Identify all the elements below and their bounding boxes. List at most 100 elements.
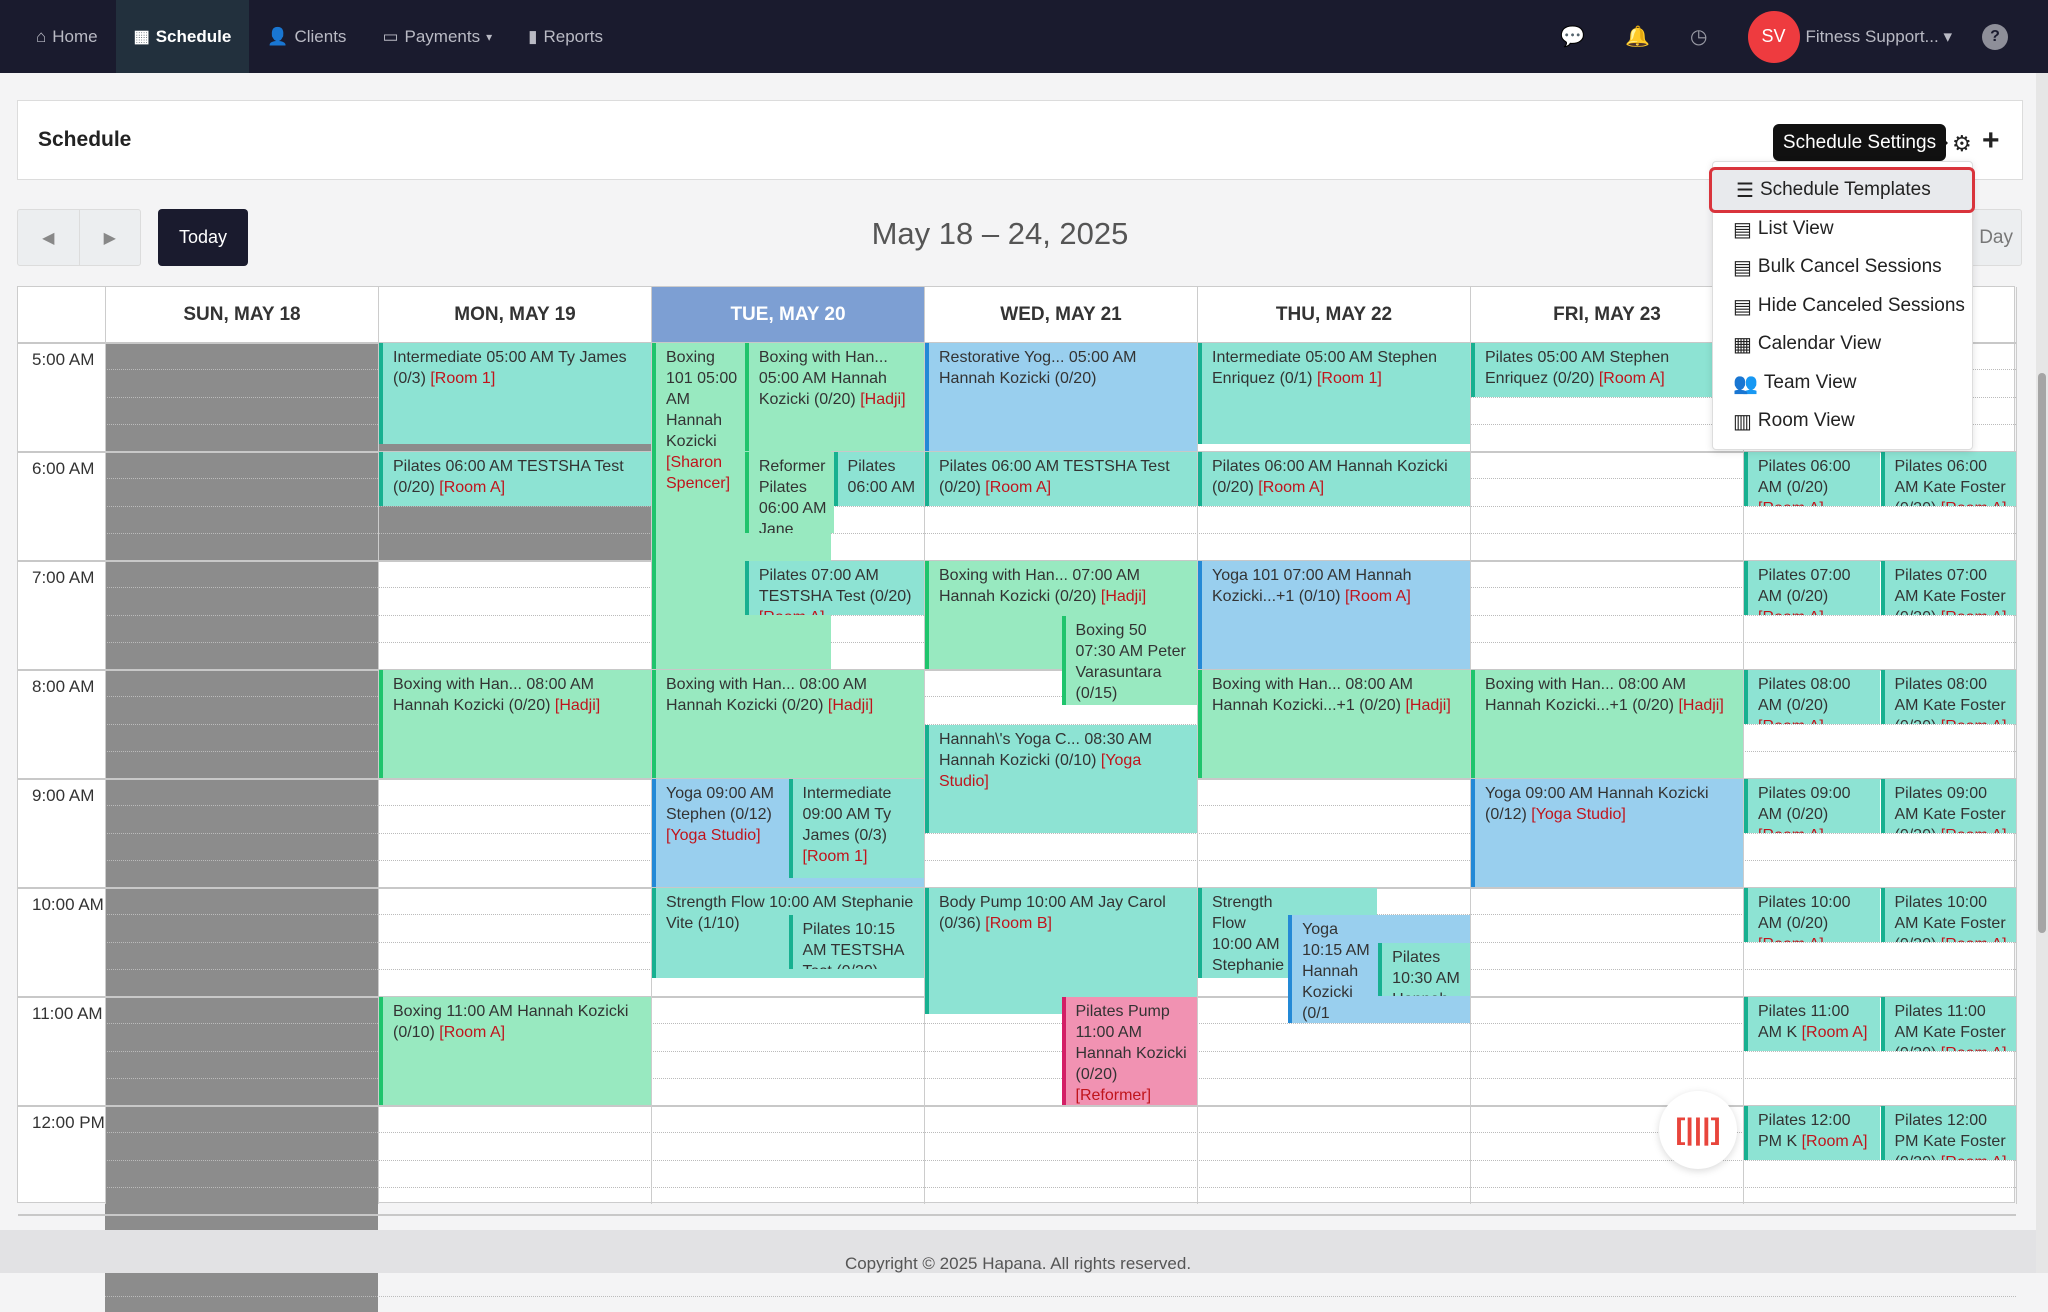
grid-line [18,669,2016,671]
session-text: Pilates 06:00 AM TESTSHA Test (0/20) [393,458,624,496]
schedule-settings-tooltip: Schedule Settings [1773,124,1948,161]
session-event[interactable]: Intermediate 09:00 AM Ty James (0/3) [Ro… [788,779,924,878]
session-event[interactable]: Yoga 101 07:00 AM Hannah Kozicki...+1 (0… [1198,561,1470,669]
nav-payments[interactable]: ▭ Payments ▾ [364,0,510,73]
session-event[interactable]: Boxing 50 07:30 AM Peter Varasuntara (0/… [1061,615,1197,706]
session-event[interactable]: Pilates 07:00 AM (0/20) [Room A] [1744,561,1880,615]
menu-item-calendar-view[interactable]: ▦ Calendar View [1721,325,1966,363]
menu-item-label: Schedule Templates [1759,179,1931,200]
scrollbar-thumb[interactable] [2038,373,2046,933]
menu-item-schedule-templates[interactable]: ☰ Schedule Templates [1709,167,1975,213]
clock-icon[interactable]: ◷ [1690,26,1708,48]
barcode-scan-button[interactable]: [|||] [1659,1091,1737,1169]
bell-icon[interactable]: 🔔 [1625,26,1651,48]
session-event[interactable]: Pilates 07:00 AM TESTSHA Test (0/20) [Ro… [744,561,924,615]
avatar[interactable]: SV [1747,10,1800,63]
session-body: Boxing with Han... 08:00 AM Hannah Kozic… [393,674,645,716]
session-event[interactable]: Boxing with Han... 08:00 AM Hannah Kozic… [652,670,924,778]
session-room: [Yoga Studio] [666,827,761,844]
session-event[interactable]: Pilates 09:00 AM (0/20) [Room A] [1744,779,1880,833]
menu-item-list-view[interactable]: ▤ List View [1721,210,1966,248]
session-event[interactable]: Hannah\'s Yoga C... 08:30 AM Hannah Kozi… [925,724,1197,833]
previous-week-button[interactable]: ◀ [42,229,55,247]
session-body: Pilates 07:00 AM TESTSHA Test (0/20) [Ro… [759,565,918,615]
session-event[interactable]: Pilates 06:00 AM Hannah Kozicki (0/20) [… [1198,452,1470,506]
chat-icon[interactable]: 💬 [1560,26,1586,48]
user-menu[interactable]: Fitness Support... ▾ [1805,26,1953,46]
session-event[interactable]: Pilates 12:00 PM K [Room A] [1744,1106,1880,1160]
day-header[interactable]: FRI, MAY 23 [1470,287,1743,342]
session-room: [Hadji] [1100,588,1147,605]
nav-label: Schedule [155,26,232,46]
session-event[interactable]: Pilates 08:00 AM Kate Foster (0/20) [Roo… [1880,670,2016,724]
session-room: [Room A] [1758,500,1824,506]
session-event[interactable]: Pilates Pump 11:00 AM Hannah Kozicki (0/… [1061,997,1197,1105]
session-event[interactable]: Pilates 10:00 AM (0/20) [Room A] [1744,888,1880,942]
session-text: Body Pump 10:00 AM Jay Carol (0/36) [939,894,1166,932]
nav-home[interactable]: ⌂ Home [18,0,116,73]
session-room: [Room A] [1941,936,2007,942]
grid-line [105,832,2016,834]
session-event[interactable]: Pilates 12:00 PM Kate Foster (0/20) [Roo… [1880,1106,2016,1160]
session-text: Boxing 101 05:00 AM Hannah Kozicki [666,349,738,450]
list-alt-icon: ▤ [1733,218,1752,241]
session-room: [Room A] [1941,500,2007,506]
day-header[interactable]: TUE, MAY 20 [651,287,924,342]
help-icon[interactable]: ? [1982,23,2008,50]
day-header[interactable]: WED, MAY 21 [924,287,1197,342]
session-event[interactable]: Boxing 11:00 AM Hannah Kozicki (0/10) [R… [379,997,651,1105]
session-room: [Room 1] [430,370,496,387]
nav-label: Reports [543,26,604,46]
session-event[interactable]: Boxing with Han... 08:00 AM Hannah Kozic… [379,670,651,778]
session-room: [Reformer] [1075,1087,1152,1104]
session-event[interactable]: Pilates 06:00 AM TESTSHA Test (0/20) [Ro… [379,452,651,506]
session-event[interactable]: Pilates 08:00 AM (0/20) [Room A] [1744,670,1880,724]
session-event[interactable]: Pilates 10:30 AM Hannah [1378,942,1470,996]
session-event[interactable]: Boxing with Han... 08:00 AM Hannah Kozic… [1198,670,1470,778]
session-body: Intermediate 05:00 AM Stephen Enriquez (… [1212,347,1464,389]
day-header[interactable]: SUN, MAY 18 [105,287,378,342]
day-header[interactable]: MON, MAY 19 [378,287,651,342]
menu-item-hide-canceled-sessions[interactable]: ▤ Hide Canceled Sessions [1721,287,1966,325]
session-event[interactable]: Pilates 09:00 AM Kate Foster (0/20) [Roo… [1880,779,2016,833]
session-event[interactable]: Pilates 07:00 AM Kate Foster (0/20) [Roo… [1880,561,2016,615]
session-event[interactable]: Intermediate 05:00 AM Ty James (0/3) [Ro… [379,343,651,444]
nav-reports[interactable]: ▮ Reports [510,0,621,73]
session-event[interactable]: Pilates 06:00 AM TESTSHA Test (0/20) [Ro… [925,452,1197,506]
session-event[interactable]: Boxing with Han... 07:00 AM Hannah Kozic… [925,561,1197,669]
session-text: Intermediate 05:00 AM Stephen Enriquez (… [1212,349,1438,387]
session-event[interactable]: Reformer Pilates 06:00 AM Jane (0/10) [744,452,834,533]
menu-item-bulk-cancel-sessions[interactable]: ▤ Bulk Cancel Sessions [1721,248,1966,286]
session-event[interactable]: Pilates 06:00 AM (0/20) [Room A] [1744,452,1880,506]
session-event[interactable]: Body Pump 10:00 AM Jay Carol (0/36) [Roo… [925,888,1197,1015]
session-event[interactable]: Boxing with Han... 05:00 AM Hannah Kozic… [744,343,924,451]
page-scrollbar[interactable] [2036,73,2048,1273]
next-week-button[interactable]: ▶ [78,210,141,265]
session-event[interactable]: Yoga 09:00 AM Hannah Kozicki (0/12) [Yog… [1471,779,1743,887]
column-divider [1197,287,1198,1204]
session-event[interactable]: Pilates 05:00 AM Stephen Enriquez (0/20)… [1471,343,1743,397]
nav-clients[interactable]: 👤 Clients [249,0,364,73]
gear-icon[interactable]: ⚙ [1952,131,1972,156]
session-event[interactable]: Pilates 06:00 AM [833,452,924,506]
menu-item-room-view[interactable]: ▥ Room View [1721,402,1966,440]
session-body: Boxing with Han... 07:00 AM Hannah Kozic… [939,565,1191,607]
session-body: Boxing with Han... 08:00 AM Hannah Kozic… [1485,674,1737,716]
day-header[interactable]: THU, MAY 22 [1197,287,1470,342]
session-event[interactable]: Boxing with Han... 08:00 AM Hannah Kozic… [1471,670,1743,778]
session-event[interactable]: Pilates 11:00 AM K [Room A] [1744,997,1880,1051]
session-body: Pilates 09:00 AM (0/20) [Room A] [1758,783,1874,833]
add-session-button[interactable]: + [1982,124,2000,157]
session-event[interactable]: Pilates 10:00 AM Kate Foster (0/20) [Roo… [1880,888,2016,942]
session-body: Yoga 10:15 AM Hannah Kozicki (0/1 Studio… [1302,919,1376,1023]
menu-item-team-view[interactable]: 👥 Team View [1721,364,1966,402]
calendar-icon: ▦ [133,26,150,46]
session-text: Pilates 09:00 AM (0/20) [1758,785,1851,823]
today-button[interactable]: Today [158,209,248,266]
session-event[interactable]: Pilates 06:00 AM Kate Foster (0/20) [Roo… [1880,452,2016,506]
nav-schedule[interactable]: ▦ Schedule [115,0,250,73]
session-event[interactable]: Restorative Yog... 05:00 AM Hannah Kozic… [925,343,1197,451]
session-event[interactable]: Intermediate 05:00 AM Stephen Enriquez (… [1198,343,1470,444]
session-event[interactable]: Pilates 11:00 AM Kate Foster (0/20) [Roo… [1880,997,2016,1051]
session-event[interactable]: Pilates 10:15 AM TESTSHA Test (0/20) [Ro… [788,915,924,969]
